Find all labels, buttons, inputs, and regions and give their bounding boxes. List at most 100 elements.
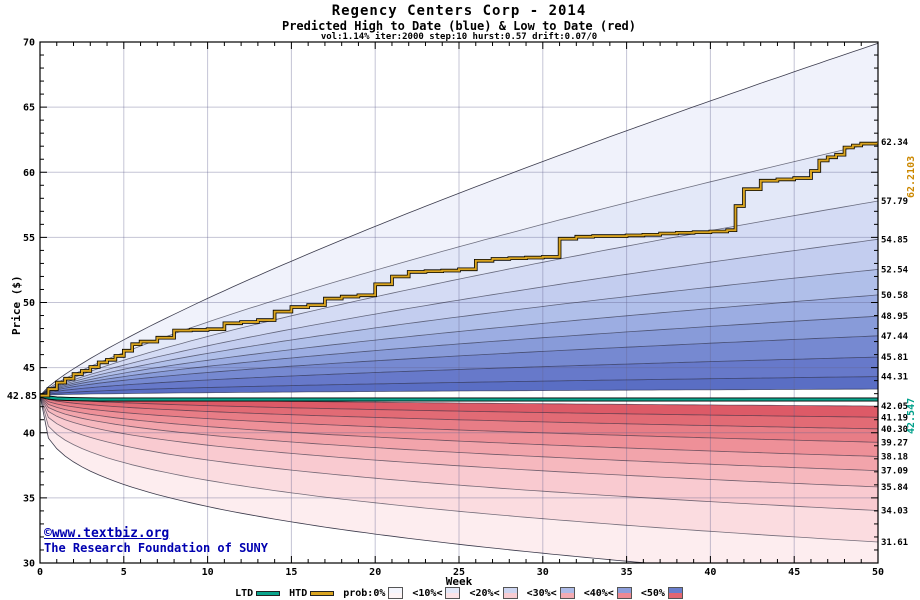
- high-band-edge: [40, 294, 878, 396]
- legend-label: prob:0%: [343, 587, 386, 599]
- legend-box-swatch: [388, 587, 404, 599]
- band-end-value-label: 62.34: [881, 138, 909, 148]
- band-end-value-label: 35.84: [881, 483, 909, 493]
- legend-item-50: <50%: [641, 587, 683, 599]
- legend-item-10: <10%<: [412, 587, 461, 599]
- legend-box-swatch: [616, 587, 632, 599]
- x-tick-label: 50: [872, 567, 884, 578]
- chart-title: Regency Centers Corp - 2014: [331, 3, 587, 19]
- band-end-value-label: 41.19: [881, 413, 908, 423]
- low-prob-band-4: [40, 395, 878, 471]
- legend-line-swatch: [310, 590, 335, 596]
- watermark: ©www.textbiz.org The Research Foundation…: [44, 526, 268, 556]
- band-end-value-label: 54.85: [881, 235, 908, 245]
- x-tick-label: 15: [285, 567, 297, 578]
- low-prob-band-7: [40, 395, 878, 542]
- tick-labels: 0 5 10 15 20 25 30 35 40 45 50 30 35 40 45 50 55 60 65 70 42…: [7, 38, 917, 579]
- band-end-value-label: 39.27: [881, 438, 908, 448]
- x-axis-title: Week: [445, 575, 473, 588]
- high-band-edge: [40, 388, 878, 396]
- ltd-final-value-label: 42.547: [906, 398, 917, 434]
- x-tick-label: 45: [788, 567, 800, 578]
- legend-item-40: <40%<: [584, 587, 632, 599]
- band-end-value-label: 31.61: [881, 538, 908, 548]
- low-band-edge: [40, 395, 651, 563]
- legend-item-prob0: prob:0%: [343, 587, 404, 599]
- low-band-edge: [40, 395, 878, 443]
- legend-box-swatch: [502, 587, 518, 599]
- low-prob-band-8: [40, 395, 878, 563]
- low-band-edge: [40, 395, 878, 511]
- y-axis-title: Price ($): [10, 275, 23, 335]
- high-band-edge: [40, 315, 878, 396]
- legend-item-ltd: LTD: [235, 587, 281, 599]
- y-tick-label: 35: [23, 493, 35, 504]
- legend-label: HTD: [289, 587, 308, 599]
- band-edges: [40, 42, 878, 563]
- legend-label: <30%<: [526, 587, 557, 599]
- x-tick-label: 35: [621, 567, 633, 578]
- high-band-edge: [40, 238, 878, 396]
- low-prob-band-6: [40, 395, 878, 511]
- high-prob-band-7: [40, 335, 878, 396]
- legend-box-swatch: [559, 587, 575, 599]
- band-end-value-label: 50.58: [881, 291, 908, 301]
- legend-box-swatch: [667, 587, 683, 599]
- chart-subtitle: Predicted High to Date (blue) & Low to D…: [281, 19, 636, 33]
- high-band-edge: [40, 356, 878, 396]
- low-band-edge: [40, 395, 878, 457]
- low-band-edge: [40, 395, 878, 472]
- band-end-value-label: 42.05: [881, 402, 908, 412]
- low-prob-band-1: [40, 395, 878, 429]
- high-prob-band-2: [40, 201, 878, 396]
- high-band-edge: [40, 200, 878, 396]
- x-tick-label: 0: [37, 567, 43, 578]
- high-prob-band-0: [40, 43, 878, 396]
- legend: LTD HTD prob:0% <10%< <20%< <30%< <40%< <50%: [40, 587, 878, 599]
- htd-line: [40, 141, 878, 397]
- band-end-value-label: 40.30: [881, 425, 908, 435]
- y-tick-label: 55: [23, 233, 35, 244]
- legend-item-30: <30%<: [527, 587, 575, 599]
- band-end-value-label: 44.31: [881, 373, 908, 383]
- high-band-edge: [40, 335, 878, 396]
- low-prob-band-2: [40, 395, 878, 443]
- band-end-value-label: 57.79: [881, 197, 908, 207]
- low-band-edge: [40, 395, 878, 543]
- high-prob-band-4: [40, 269, 878, 396]
- high-prob-band-9: [40, 376, 878, 396]
- ticks: [39, 41, 879, 564]
- htd-final-value-label: 62.2103: [906, 156, 917, 198]
- y-tick-label: 70: [23, 38, 35, 49]
- band-end-value-label: 52.54: [881, 265, 909, 275]
- high-band-edge: [40, 269, 878, 396]
- band-end-value-label: 45.81: [881, 353, 908, 363]
- watermark-url: ©www.textbiz.org: [44, 526, 170, 541]
- legend-label: <40%<: [583, 587, 614, 599]
- legend-label: <50%: [640, 587, 665, 599]
- band-end-value-label: 47.44: [881, 332, 909, 342]
- legend-item-htd: HTD: [289, 587, 335, 599]
- high-band-edge: [40, 42, 878, 396]
- y-tick-label: 65: [23, 103, 35, 114]
- high-prob-band-6: [40, 316, 878, 396]
- y-tick-label: 40: [23, 428, 35, 439]
- band-end-value-label: 37.09: [881, 467, 908, 477]
- band-end-value-label: 48.95: [881, 312, 908, 322]
- low-prob-band-5: [40, 395, 878, 487]
- legend-label: LTD: [235, 587, 254, 599]
- y-tick-label: 50: [23, 298, 35, 309]
- legend-line-swatch: [256, 590, 281, 596]
- legend-label: <10%<: [412, 587, 443, 599]
- band-end-value-label: 38.18: [881, 452, 908, 462]
- watermark-org: The Research Foundation of SUNY: [44, 540, 268, 555]
- low-band-edge: [40, 395, 878, 488]
- x-tick-label: 40: [704, 567, 716, 578]
- high-prob-band-8: [40, 357, 878, 396]
- high-prob-band-5: [40, 294, 878, 396]
- band-end-value-label: 34.03: [881, 507, 908, 517]
- low-prob-band-3: [40, 395, 878, 457]
- low-band-edge: [40, 395, 878, 430]
